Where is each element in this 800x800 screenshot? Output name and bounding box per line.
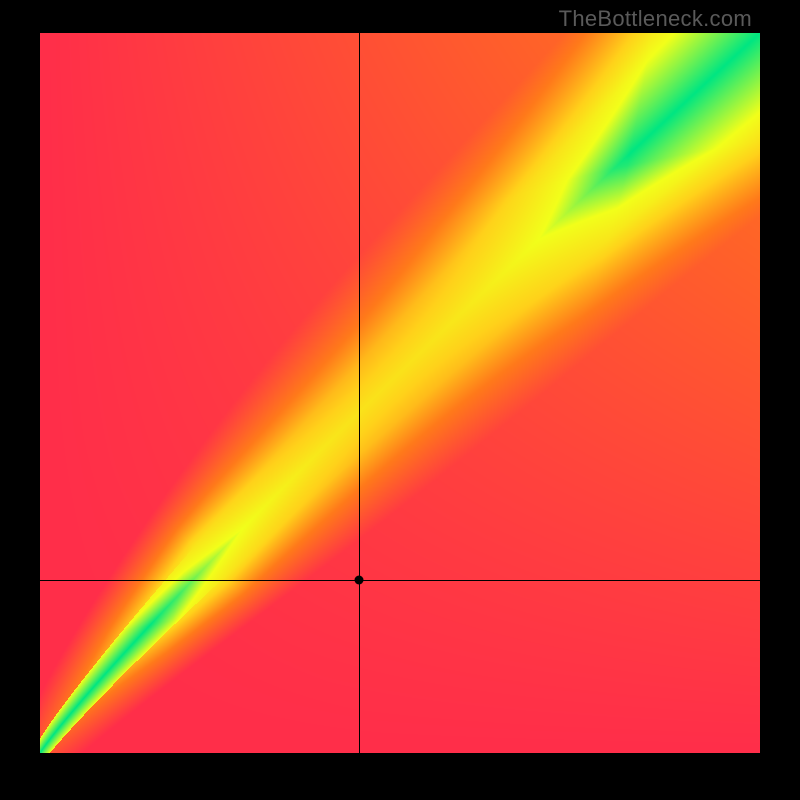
watermark-text: TheBottleneck.com — [559, 6, 752, 32]
heatmap-canvas — [40, 33, 760, 753]
crosshair-horizontal-line — [40, 580, 760, 581]
crosshair-vertical-line — [359, 33, 360, 753]
crosshair-marker-dot — [354, 576, 363, 585]
plot-area — [40, 33, 760, 753]
